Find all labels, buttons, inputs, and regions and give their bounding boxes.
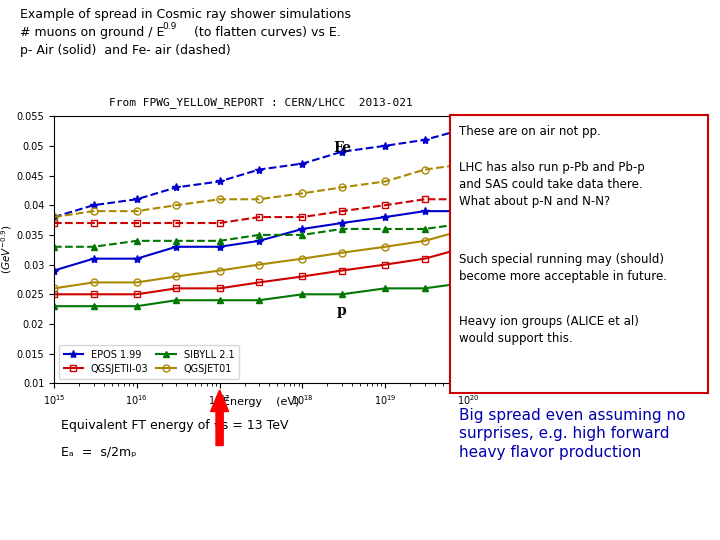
Text: LHC has also run p-Pb and Pb-p
and SAS could take data there.
What about p-N and: LHC has also run p-Pb and Pb-p and SAS c… (459, 161, 644, 208)
QGSJETII-03 (464, 244, 472, 250)
Text: # muons on ground / E: # muons on ground / E (20, 26, 165, 39)
SIBYLL 2.1 (420, 285, 429, 292)
Text: Equivalent FT energy of √s = 13 TeV: Equivalent FT energy of √s = 13 TeV (61, 418, 289, 432)
QGSJETII-03 (50, 291, 58, 298)
Text: Eₐ  =  s/2mₚ: Eₐ = s/2mₚ (61, 446, 137, 458)
Text: These are on air not pp.: These are on air not pp. (459, 125, 600, 138)
QGSJETII-03 (215, 285, 224, 292)
EPOS 1.99 (132, 255, 141, 262)
QGSJET01 (298, 255, 307, 262)
EPOS 1.99 (215, 244, 224, 250)
QGSJET01 (132, 279, 141, 286)
QGSJETII-03 (338, 267, 346, 274)
EPOS 1.99 (172, 244, 181, 250)
Text: Big spread even assuming no
surprises, e.g. high forward
heavy flavor production: Big spread even assuming no surprises, e… (459, 408, 685, 460)
EPOS 1.99 (255, 238, 264, 244)
QGSJETII-03 (255, 279, 264, 286)
Line: QGSJETII-03: QGSJETII-03 (51, 244, 471, 297)
QGSJET01 (89, 279, 98, 286)
Line: SIBYLL 2.1: SIBYLL 2.1 (50, 279, 472, 309)
Text: Example of spread in Cosmic ray shower simulations: Example of spread in Cosmic ray shower s… (20, 8, 351, 21)
QGSJET01 (172, 273, 181, 280)
Text: p: p (337, 304, 347, 318)
QGSJET01 (338, 249, 346, 256)
QGSJETII-03 (89, 291, 98, 298)
Text: Energy    (eV): Energy (eV) (222, 397, 300, 407)
EPOS 1.99 (381, 214, 390, 220)
SIBYLL 2.1 (50, 303, 58, 309)
SIBYLL 2.1 (255, 297, 264, 303)
QGSJETII-03 (298, 273, 307, 280)
Text: 0.9: 0.9 (163, 22, 177, 31)
EPOS 1.99 (338, 220, 346, 226)
SIBYLL 2.1 (132, 303, 141, 309)
Text: Heavy ion groups (ALICE et al)
would support this.: Heavy ion groups (ALICE et al) would sup… (459, 315, 639, 345)
QGSJET01 (381, 244, 390, 250)
QGSJET01 (255, 261, 264, 268)
QGSJET01 (420, 238, 429, 244)
Text: (to flatten curves) vs E.: (to flatten curves) vs E. (186, 26, 341, 39)
SIBYLL 2.1 (338, 291, 346, 298)
SIBYLL 2.1 (381, 285, 390, 292)
Text: From FPWG_YELLOW_REPORT : CERN/LHCC  2013-021: From FPWG_YELLOW_REPORT : CERN/LHCC 2013… (109, 97, 413, 108)
QGSJET01 (215, 267, 224, 274)
QGSJETII-03 (172, 285, 181, 292)
QGSJET01 (50, 285, 58, 292)
QGSJETII-03 (420, 255, 429, 262)
QGSJETII-03 (132, 291, 141, 298)
SIBYLL 2.1 (215, 297, 224, 303)
EPOS 1.99 (298, 226, 307, 232)
EPOS 1.99 (420, 208, 429, 214)
SIBYLL 2.1 (172, 297, 181, 303)
EPOS 1.99 (89, 255, 98, 262)
Text: Such special running may (should)
become more acceptable in future.: Such special running may (should) become… (459, 253, 667, 283)
Legend: EPOS 1.99, QGSJETII-03, SIBYLL 2.1, QGSJET01: EPOS 1.99, QGSJETII-03, SIBYLL 2.1, QGSJ… (59, 345, 239, 379)
QGSJET01 (464, 226, 472, 232)
SIBYLL 2.1 (298, 291, 307, 298)
Text: Fe: Fe (333, 141, 351, 155)
QGSJETII-03 (381, 261, 390, 268)
SIBYLL 2.1 (464, 279, 472, 286)
EPOS 1.99 (50, 267, 58, 274)
EPOS 1.99 (464, 208, 472, 214)
Line: EPOS 1.99: EPOS 1.99 (50, 207, 472, 275)
Y-axis label: $N_\mu/E^{0.9}$
$(GeV^{-0.9})$: $N_\mu/E^{0.9}$ $(GeV^{-0.9})$ (0, 225, 14, 274)
Text: p- Air (solid)  and Fe- air (dashed): p- Air (solid) and Fe- air (dashed) (20, 44, 231, 57)
SIBYLL 2.1 (89, 303, 98, 309)
Line: QGSJET01: QGSJET01 (50, 226, 472, 292)
